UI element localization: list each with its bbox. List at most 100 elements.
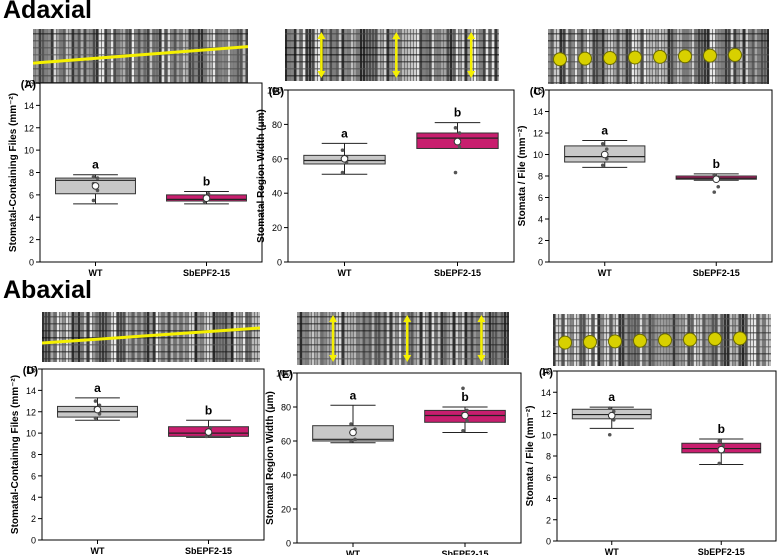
texture-stripe <box>72 29 74 84</box>
y-tick-label: 8 <box>538 172 543 182</box>
texture-stripe <box>548 29 550 84</box>
width-arrow-head-bottom <box>317 71 326 78</box>
stomata-marker-dot <box>733 331 747 346</box>
mean-marker <box>349 428 357 437</box>
micrograph-a <box>33 29 248 84</box>
y-tick-label: 14 <box>26 386 36 396</box>
texture-stripe <box>75 29 77 84</box>
texture-stripe <box>201 29 203 84</box>
y-tick-label: 14 <box>541 388 551 398</box>
y-tick-label: 12 <box>541 409 551 419</box>
stomata-marker-dot <box>583 335 597 349</box>
plot-frame <box>296 372 522 544</box>
significance-letter: b <box>454 106 461 120</box>
texture-row <box>33 33 248 35</box>
texture-row <box>553 346 771 348</box>
texture-row <box>548 68 769 70</box>
texture-stripe <box>222 29 224 84</box>
texture-row <box>33 75 248 77</box>
y-tick-label: 16 <box>26 365 36 375</box>
texture-row <box>42 351 260 353</box>
texture-row <box>42 358 260 360</box>
y-tick-label: 20 <box>272 223 282 233</box>
stomata-marker-dot <box>708 332 722 346</box>
texture-stripe <box>84 29 86 84</box>
x-tick-label: SbEPF2-15 <box>183 268 230 278</box>
y-tick-label: 6 <box>29 190 34 200</box>
plot-frame <box>556 370 777 542</box>
texture-stripe <box>144 29 146 84</box>
y-tick-label: 0 <box>546 537 551 547</box>
texture-stripe <box>752 29 754 84</box>
y-tick-label: 14 <box>24 101 34 111</box>
texture-stripe <box>60 29 62 84</box>
micrograph-f-image <box>553 314 771 366</box>
data-point <box>453 126 458 130</box>
texture-stripe <box>45 29 47 84</box>
texture-row <box>297 316 509 318</box>
texture-stripe <box>716 29 718 84</box>
stomata-marker-dot <box>728 48 742 63</box>
texture-stripe <box>641 29 643 84</box>
significance-letter: a <box>92 158 99 172</box>
x-tick-label: SbEPF2-15 <box>441 549 488 555</box>
texture-stripe <box>755 29 757 84</box>
data-point <box>340 148 345 152</box>
width-arrow-head-top <box>403 315 412 322</box>
panel-label: (B) <box>269 86 285 98</box>
texture-row <box>548 82 769 84</box>
chart-c: 0 2 4 6 8 10 12 14 16 Stomata / File (mm⁻²) (C) WT S… <box>517 86 773 278</box>
texture-row <box>285 33 499 35</box>
texture-row <box>42 344 260 346</box>
texture-stripe <box>195 29 197 84</box>
texture-row <box>553 325 771 327</box>
texture-row <box>553 318 771 320</box>
texture-row <box>33 47 248 49</box>
stomata-marker-dot <box>553 52 567 67</box>
data-point <box>604 147 609 151</box>
x-tick-label: SbEPF2-15 <box>693 268 740 278</box>
y-tick-label: 6 <box>538 193 543 203</box>
texture-stripe <box>722 29 724 84</box>
texture-stripe <box>150 29 152 84</box>
panel-label: (D) <box>23 365 39 377</box>
texture-stripe <box>141 29 143 84</box>
texture-stripe <box>746 29 748 84</box>
texture-row <box>42 323 260 325</box>
data-point <box>340 170 345 175</box>
texture-stripe <box>647 29 649 84</box>
significance-letter: b <box>713 157 720 171</box>
x-tick-label: WT <box>89 268 103 278</box>
texture-stripe <box>207 29 209 84</box>
texture-stripe <box>36 29 38 84</box>
width-arrow-head-top <box>477 315 486 322</box>
significance-letter: b <box>205 403 212 417</box>
y-tick-label: 80 <box>281 403 291 413</box>
x-tick-label: WT <box>605 547 619 555</box>
y-tick-label: 10 <box>24 146 34 156</box>
texture-stripe <box>198 29 200 84</box>
texture-stripe <box>192 29 194 84</box>
data-point <box>91 198 96 203</box>
texture-stripe <box>572 29 574 84</box>
texture-stripe <box>66 29 68 84</box>
panel-label: (C) <box>530 86 546 98</box>
texture-row <box>548 40 769 42</box>
plot-frame <box>41 368 265 541</box>
y-axis-label: Stomata / File (mm⁻²) <box>517 126 528 227</box>
texture-row <box>297 337 509 339</box>
texture-stripe <box>156 29 158 84</box>
texture-stripe <box>33 29 35 84</box>
panel-label: (A) <box>21 79 37 91</box>
data-point <box>91 175 96 179</box>
mean-marker <box>600 150 609 159</box>
y-tick-label: 10 <box>26 429 36 439</box>
texture-stripe <box>48 29 50 84</box>
texture-row <box>42 337 260 339</box>
x-tick-label: WT <box>346 549 360 555</box>
mean-marker <box>204 428 213 436</box>
stomata-marker-dot <box>683 332 697 347</box>
y-tick-label: 2 <box>546 515 551 525</box>
texture-row <box>285 40 499 42</box>
y-tick-label: 2 <box>31 514 36 524</box>
